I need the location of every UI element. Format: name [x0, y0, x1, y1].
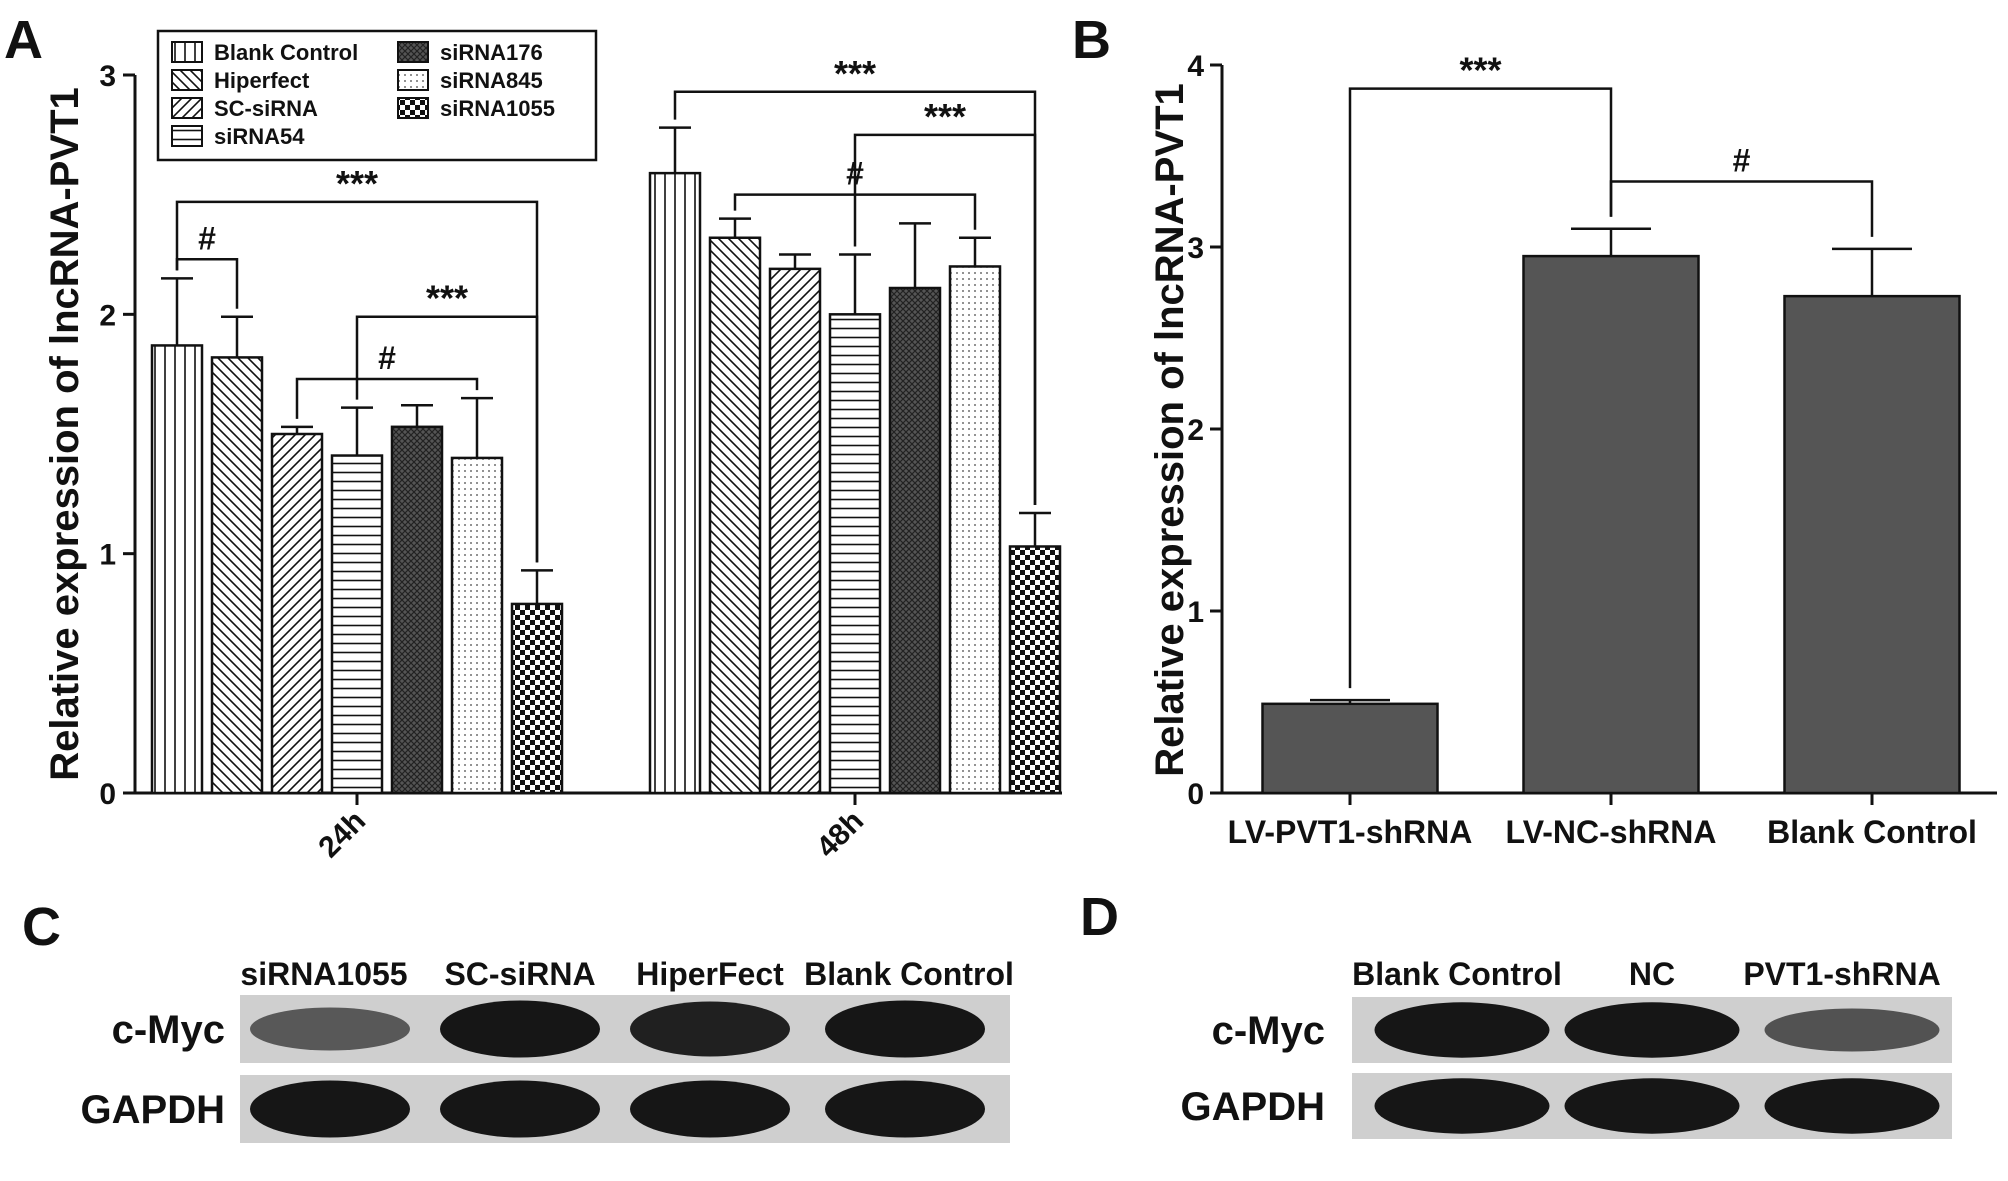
blot-d-band — [1374, 1078, 1550, 1134]
blot-c-band — [440, 1080, 600, 1138]
chart-a-legend-swatch — [171, 69, 203, 91]
blot-c-band — [440, 1000, 600, 1058]
chart-a-y-axis-label: Relative expression of lncRNA-PVT1 — [43, 87, 87, 781]
blot-d-band — [1374, 1002, 1550, 1058]
chart-a-legend-swatch — [397, 69, 429, 91]
chart-b-x-tick-label: LV-PVT1-shRNA — [1228, 814, 1473, 850]
chart-b-significance-label: # — [1733, 142, 1751, 178]
chart-b-y-tick-label: 2 — [1187, 414, 1204, 447]
chart-a-bar-sc-sirna — [768, 267, 822, 795]
chart-b-significance-bracket — [1609, 180, 1874, 237]
chart-a-bar-sirna176 — [390, 425, 444, 795]
chart-b-significance-label: *** — [1459, 50, 1501, 91]
chart-b-bar-lv-nc-shrna — [1522, 254, 1700, 795]
chart-b-x-tick-label: LV-NC-shRNA — [1506, 814, 1717, 850]
panel-label-d: D — [1080, 887, 1119, 947]
chart-a-y-tick-label: 0 — [99, 778, 116, 811]
blot-d-band — [1764, 1078, 1940, 1134]
chart-b-y-tick-label: 1 — [1187, 596, 1204, 629]
chart-a-bar-sc-sirna — [270, 432, 324, 795]
blot-c-band — [825, 1000, 985, 1058]
chart-a-bar-sirna845 — [450, 456, 504, 795]
blot-c-lane-label: siRNA1055 — [240, 956, 407, 992]
chart-a-significance-bracket — [295, 377, 479, 419]
chart-a-legend-label: Hiperfect — [214, 68, 310, 93]
chart-a-bar-sirna1055 — [510, 602, 564, 795]
chart-a-legend-swatch — [397, 41, 429, 63]
chart-b: Relative expression of lncRNA-PVT1 0 1 2 3 4… — [1148, 50, 1997, 850]
panel-label-c: C — [22, 897, 61, 957]
chart-b-bar-lv-pvt1-shrna — [1261, 702, 1439, 795]
chart-a-legend: Blank Control Hiperfect SC-siRNA siRNA54 siR… — [156, 29, 598, 162]
blot-d-lane-label: NC — [1629, 956, 1675, 992]
chart-a-legend-box — [156, 29, 598, 162]
chart-a-significance-bracket — [853, 133, 1037, 505]
chart-a-bar-sirna54 — [828, 313, 882, 795]
chart-b-y-tick-label: 0 — [1187, 778, 1204, 811]
chart-b-significance-bracket — [1348, 87, 1613, 689]
chart-a: Relative expression of lncRNA-PVT1 Blank… — [43, 29, 1062, 864]
blot-c-lane-label: Blank Control — [804, 956, 1014, 992]
chart-a-significance-bracket — [175, 258, 239, 309]
chart-a-significance-bracket — [175, 200, 539, 563]
chart-a-legend-swatch — [397, 97, 429, 119]
blot-c-row-label: GAPDH — [81, 1088, 225, 1132]
chart-a-bar-blank-control — [150, 344, 204, 795]
chart-a-legend-label: siRNA1055 — [440, 96, 555, 121]
chart-a-x-tick-label: 48h — [810, 804, 870, 864]
chart-a-y-tick-label: 2 — [99, 299, 116, 332]
blot-d-band — [1764, 1008, 1940, 1052]
panel-label-b: B — [1072, 10, 1111, 70]
blot-c-row-label: c-Myc — [112, 1008, 225, 1052]
chart-a-bar-sirna1055 — [1008, 545, 1062, 795]
chart-a-y-tick-label: 3 — [99, 60, 116, 93]
blot-c-lane-label: HiperFect — [636, 956, 784, 992]
chart-a-bar-blank-control — [648, 171, 702, 795]
blot-d-band — [1564, 1002, 1740, 1058]
chart-a-significance-label: *** — [336, 163, 378, 204]
chart-a-legend-label: siRNA54 — [214, 124, 305, 149]
blot-c-band — [250, 1080, 410, 1138]
blot-d-band — [1564, 1078, 1740, 1134]
chart-a-significance-bracket — [673, 90, 1037, 505]
chart-a-legend-label: Blank Control — [214, 40, 358, 65]
chart-a-bar-sirna176 — [888, 286, 942, 795]
chart-b-y-tick-label: 3 — [1187, 232, 1204, 265]
blot-c-band — [825, 1080, 985, 1138]
chart-a-legend-label: siRNA845 — [440, 68, 543, 93]
blot-d-row-label: GAPDH — [1181, 1085, 1325, 1129]
panel-label-a: A — [4, 10, 43, 70]
chart-a-legend-label: SC-siRNA — [214, 96, 318, 121]
chart-b-y-tick-label: 4 — [1187, 50, 1204, 83]
chart-a-significance-label: # — [378, 340, 396, 376]
chart-a-legend-label: siRNA176 — [440, 40, 543, 65]
chart-b-y-axis-label: Relative expression of lncRNA-PVT1 — [1148, 83, 1192, 777]
chart-a-bar-sirna845 — [948, 265, 1002, 795]
chart-a-legend-swatch — [171, 97, 203, 119]
chart-a-significance-label: # — [198, 220, 216, 256]
blot-d-lane-label: PVT1-shRNA — [1743, 956, 1940, 992]
chart-a-significance-label: *** — [924, 96, 966, 137]
western-blot-d: Blank Control NC PVT1-shRNA c-Myc GAPDH — [1181, 956, 1952, 1139]
chart-b-x-tick-label: Blank Control — [1767, 814, 1977, 850]
blot-d-lane-label: Blank Control — [1352, 956, 1562, 992]
chart-a-bar-hiperfect — [210, 356, 264, 795]
chart-b-bar-blank-control — [1783, 294, 1961, 795]
chart-a-legend-swatch — [171, 125, 203, 147]
chart-a-bar-hiperfect — [708, 236, 762, 795]
western-blot-c: siRNA1055 SC-siRNA HiperFect Blank Control c… — [81, 956, 1014, 1143]
chart-a-legend-swatch — [171, 41, 203, 63]
chart-a-bar-sirna54 — [330, 454, 384, 795]
blot-d-row-label: c-Myc — [1212, 1009, 1325, 1053]
blot-c-band — [630, 1080, 790, 1138]
blot-c-lane-label: SC-siRNA — [444, 956, 595, 992]
chart-a-x-tick-label: 24h — [312, 804, 372, 864]
chart-a-significance-label: *** — [834, 53, 876, 94]
blot-c-band — [630, 1001, 790, 1057]
chart-a-y-tick-label: 1 — [99, 539, 116, 572]
blot-c-band — [250, 1007, 410, 1051]
chart-a-significance-label: *** — [426, 278, 468, 319]
